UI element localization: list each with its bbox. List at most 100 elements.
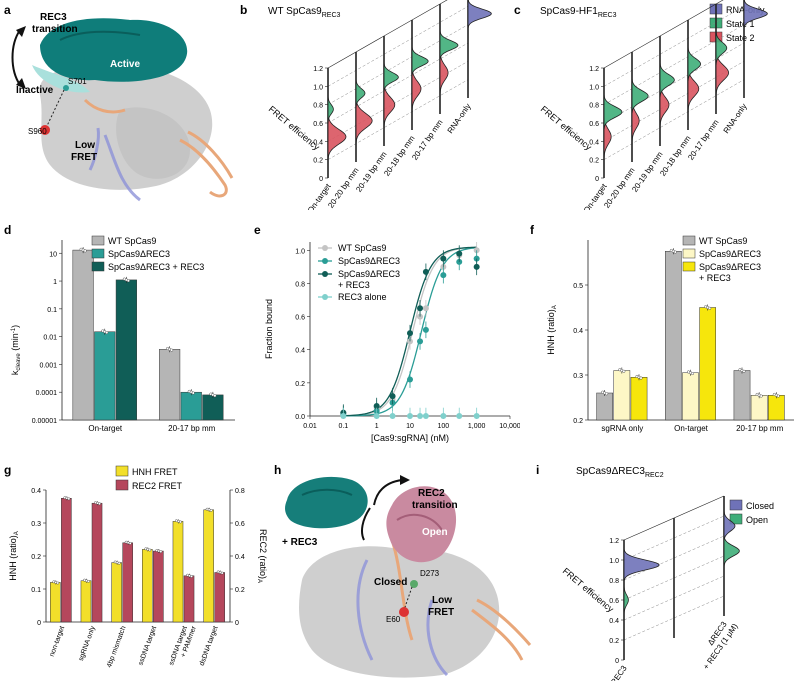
- data-point: [456, 413, 463, 419]
- legend-swatch: [115, 479, 129, 491]
- d273-label: D273: [420, 569, 440, 578]
- ridge-peak: [623, 549, 660, 581]
- legend-label-open: Open: [746, 515, 768, 525]
- x-tick-label: 1: [375, 423, 379, 430]
- data-point: [417, 413, 424, 419]
- legend-label: REC3 alone: [338, 292, 387, 302]
- replicate-dot: [213, 394, 217, 398]
- y-tick-label-right: 0: [235, 620, 239, 627]
- ridge-y-tick-label: 0: [595, 176, 599, 183]
- x-category-label: sgRNA only: [78, 625, 97, 662]
- ridge-peak: [439, 31, 459, 60]
- replicate-dot: [605, 392, 609, 396]
- legend-marker: [322, 258, 328, 264]
- legend-label: + REC3: [338, 280, 370, 290]
- legend-label: WT SpCas9: [699, 236, 747, 246]
- x-category-label: sgRNA only: [601, 424, 643, 433]
- replicate-dot: [220, 571, 224, 575]
- y-tick-label: 0.1: [31, 587, 41, 594]
- y-axis-label: kcleave (min-1): [10, 325, 22, 375]
- legend-label: + REC3: [699, 273, 731, 283]
- replicate-dot: [209, 509, 213, 512]
- replicate-dot: [105, 331, 109, 335]
- legend-swatch: [91, 235, 105, 246]
- data-point: [440, 413, 447, 419]
- replicate-dot: [639, 376, 643, 380]
- y-tick-label: 0.2: [573, 418, 583, 425]
- legend-marker: [322, 271, 328, 277]
- ridge-top-edge: [327, 0, 448, 69]
- low-fret-line1: Low: [75, 140, 95, 151]
- open-label: Open: [422, 527, 448, 538]
- dna-strand-orange-h: [390, 539, 532, 661]
- s701-label: S701: [68, 77, 87, 86]
- x-tick-label: 100: [437, 423, 449, 430]
- y-axis-label: HNH (ratio)A: [8, 531, 20, 581]
- panel-g: g 0 0.1 0.2 0.3 0.4 0 0.2 0.4 0.6 0.8 HNH (ratio)A…: [4, 463, 268, 669]
- data-point: [389, 413, 396, 419]
- s960-label: S960: [28, 127, 47, 136]
- ridge-y-tick-label: 1.0: [609, 558, 619, 565]
- data-point: [373, 413, 380, 419]
- ridge-y-tick-label: 1.0: [589, 84, 599, 91]
- x-category-label: 20-17 bp mm: [736, 424, 783, 433]
- panel-letter-c: c: [514, 3, 521, 17]
- replicate-dot: [83, 249, 87, 253]
- y-tick-label: 0.001: [39, 362, 57, 369]
- ridge-y-tick-label: 0.2: [609, 638, 619, 645]
- e60-label: E60: [386, 615, 401, 624]
- ridge-y-tick-label: 0.4: [589, 139, 599, 146]
- replicate-dot: [191, 391, 195, 395]
- y-axis-label: Fraction bound: [264, 299, 274, 359]
- data-point: [373, 403, 380, 410]
- ridge-guide-line: [623, 575, 725, 621]
- ridge-guide-line: [623, 595, 725, 641]
- legend-swatch: [91, 261, 105, 272]
- x-category-label: ssDNA target: [138, 625, 159, 666]
- replicate-dot: [190, 575, 193, 578]
- bar: [214, 572, 225, 623]
- panel-letter-i: i: [536, 463, 539, 477]
- panel-letter-b: b: [240, 3, 247, 17]
- replicate-dot: [179, 520, 182, 524]
- ridge-peak: [439, 50, 449, 96]
- panel-d: d 0.00001 0.0001 0.001 0.01 0.1 1 10 On-target 2…: [4, 223, 235, 433]
- fret-distance-line: [45, 89, 65, 129]
- data-point: [422, 326, 429, 333]
- x-tick-label: 0.1: [338, 423, 348, 430]
- panel-letter-h: h: [274, 463, 281, 477]
- replicate-dot: [622, 369, 626, 373]
- y-tick-label: 0.5: [573, 283, 583, 290]
- x-tick-label: 1,000: [468, 423, 486, 430]
- data-point: [456, 250, 463, 257]
- ridge-guide-line: [327, 61, 469, 142]
- ridge-guide-line: [327, 42, 469, 124]
- ridge-y-tick-label: 0.8: [609, 578, 619, 585]
- fret-distance-line-h: [403, 586, 413, 611]
- legend-swatch-open: [729, 513, 743, 525]
- low-fret-h-line2: FRET: [428, 607, 454, 618]
- bar: [115, 279, 137, 421]
- e60-marker: [399, 607, 409, 617]
- legend-swatch-closed: [729, 499, 743, 511]
- active-label: Active: [110, 59, 140, 70]
- y-tick-label: 10: [49, 251, 57, 258]
- legend-label-closed: Closed: [746, 501, 774, 511]
- ridge-guide-line: [327, 24, 469, 105]
- panel-e: e 0.0 0.2 0.4 0.6 0.8 1.0 0.01 0.1 1 10 100 1,000 10…: [254, 223, 520, 443]
- panel-b: b WT SpCas9REC3 FRET efficiency 00.20.40…: [240, 0, 492, 210]
- transition-arrow: [11, 29, 21, 86]
- y-tick-label: 0.4: [31, 488, 41, 495]
- y-tick-label: 0.0001: [36, 390, 58, 397]
- panel-letter-e: e: [254, 223, 261, 237]
- ridge-peak: [327, 95, 334, 124]
- y-tick-label: 0.3: [573, 373, 583, 380]
- data-point: [407, 413, 413, 419]
- data-point: [422, 413, 429, 419]
- data-point: [440, 272, 447, 279]
- ridge-y-tick-label: 0: [319, 176, 323, 183]
- ridge-y-tick-label: 0.6: [589, 121, 599, 128]
- panel-h: h + REC3 REC2 transition Open Closed D27…: [274, 463, 532, 678]
- legend-marker: [322, 294, 328, 300]
- legend-label: SpCas9ΔREC3: [699, 249, 761, 259]
